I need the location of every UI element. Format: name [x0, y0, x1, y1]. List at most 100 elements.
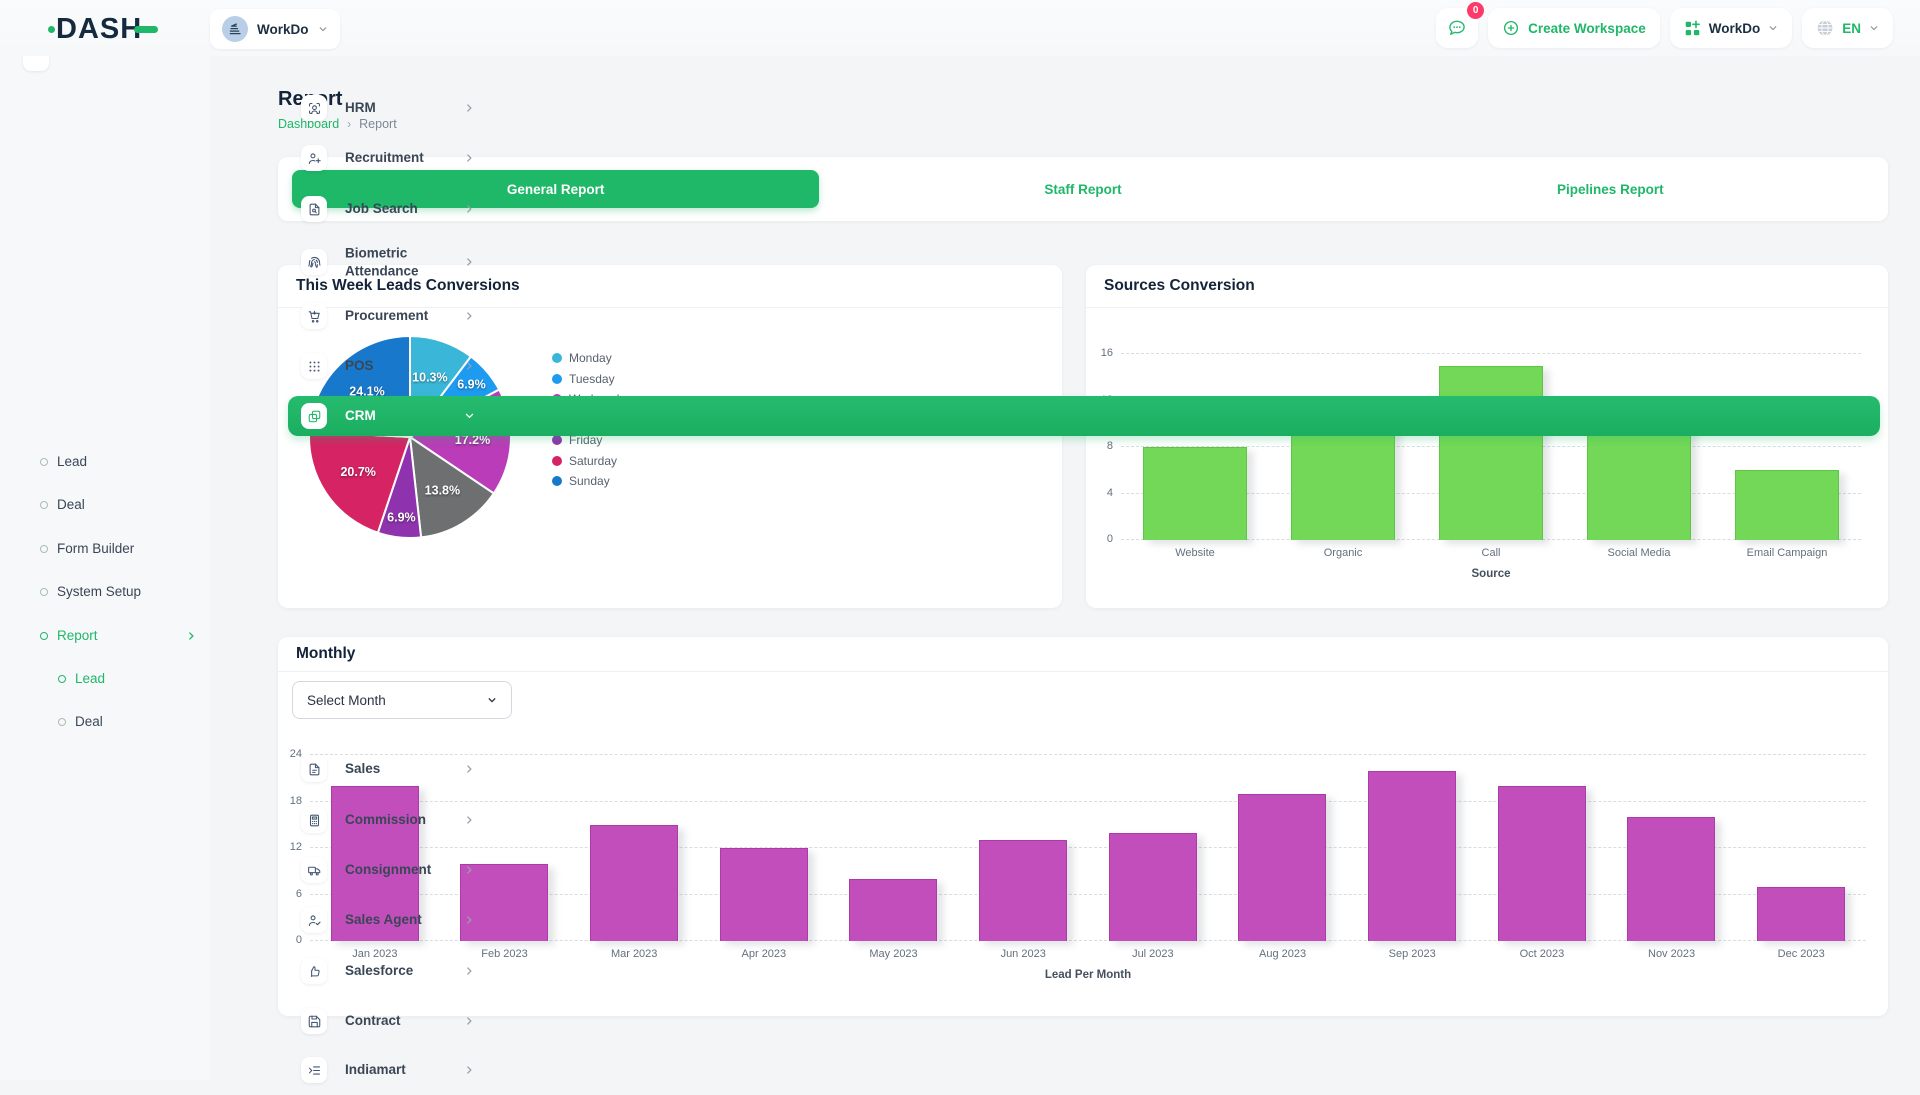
- legend-item-sunday[interactable]: Sunday: [552, 471, 632, 492]
- sources-conversion-card: Sources Conversion 0481216WebsiteOrganic…: [1086, 265, 1888, 608]
- x-tick-label: Oct 2023: [1519, 948, 1565, 960]
- bullet-icon: [40, 458, 48, 466]
- x-tick-label: Nov 2023: [1648, 948, 1696, 960]
- chevron-down-icon: [319, 27, 326, 32]
- pie-slice-value-label: 24.1%: [349, 385, 384, 399]
- sidebar-item-job-search[interactable]: Job Search: [278, 184, 1888, 234]
- bar-jun-2023: [979, 840, 1068, 941]
- biometric-icon: [301, 249, 327, 275]
- bar-apr-2023: [719, 848, 808, 941]
- sidebar-item-deal[interactable]: Deal: [0, 701, 210, 744]
- create-workspace-label: Create Workspace: [1528, 20, 1646, 36]
- legend-item-tuesday[interactable]: Tuesday: [552, 369, 632, 390]
- header: DASH WorkDo 0 Create Workspace: [0, 0, 1920, 56]
- commission-icon: [301, 807, 327, 833]
- pie-slice-value-label: 20.7%: [340, 465, 375, 479]
- chevron-right-icon: [464, 204, 475, 215]
- bullet-icon: [40, 545, 48, 553]
- sidebar-item-label: Sales Agent: [345, 912, 422, 928]
- sidebar-item-label: Job Search: [345, 201, 418, 217]
- language-label: EN: [1842, 20, 1861, 36]
- bar-mar-2023: [590, 824, 679, 941]
- language-button[interactable]: EN: [1802, 8, 1893, 48]
- leads-conversions-card: This Week Leads Conversions 10.3% 6.9% 17.…: [278, 265, 1062, 608]
- x-axis-title: Lead Per Month: [1044, 969, 1132, 981]
- sidebar-item-procurement[interactable]: Procurement: [278, 291, 1888, 341]
- consignment-icon: [301, 857, 327, 883]
- monthly-card: Monthly Select Month 0 6 12 18 24 Jan 2023 Feb…: [278, 637, 1888, 1016]
- x-tick-label: Jun 2023: [1000, 948, 1046, 960]
- legend-item-monday[interactable]: Monday: [552, 348, 632, 369]
- x-tick-label: Feb 2023: [481, 948, 528, 960]
- bar-nov-2023: [1627, 817, 1716, 941]
- sidebar-item-system-setup[interactable]: System Setup: [0, 571, 210, 614]
- salesforce-icon: [301, 958, 327, 984]
- x-tick-label: Mar 2023: [610, 948, 658, 960]
- sources-card-title: Sources Conversion: [1104, 277, 1255, 294]
- sidebar-item-recruitment[interactable]: Recruitment: [278, 133, 1888, 183]
- plot-area: 0 6 12 18 24: [290, 748, 1866, 946]
- contract-icon: [301, 1008, 327, 1034]
- tab-pipelines-report[interactable]: Pipelines Report: [1557, 181, 1664, 197]
- chevron-right-icon: [464, 915, 475, 926]
- gridline: 6: [296, 888, 1866, 900]
- y-tick-label: 12: [289, 841, 302, 853]
- x-axis-labels: Website Organic Call Social Media Email Camp…: [1121, 547, 1861, 559]
- sidebar-item-indiamart[interactable]: Indiamart: [278, 1045, 1888, 1095]
- bar-call: [1439, 365, 1543, 540]
- messages-button[interactable]: 0: [1436, 2, 1485, 48]
- x-tick-label: Social Media: [1607, 547, 1671, 559]
- legend-item-saturday[interactable]: Saturday: [552, 451, 632, 472]
- sidebar-item-lead[interactable]: Lead: [0, 658, 210, 701]
- bullet-icon: [58, 718, 66, 726]
- sidebar-item-pos[interactable]: POS: [278, 341, 1888, 391]
- monthly-bar-chart: 0 6 12 18 24 Jan 2023 Feb 2023 Mar 2023 Apr 2023…: [290, 748, 1866, 981]
- crm-icon: [301, 403, 327, 429]
- x-tick-label: Dec 2023: [1777, 948, 1825, 960]
- sidebar-item-commission[interactable]: Commission: [278, 795, 1888, 845]
- legend-item-friday[interactable]: Friday: [552, 430, 632, 451]
- sidebar-item-form-builder[interactable]: Form Builder: [0, 528, 210, 571]
- bar-website: [1143, 447, 1247, 540]
- workspace-menu-button[interactable]: WorkDo: [1669, 8, 1793, 48]
- breadcrumb-dashboard-link[interactable]: Dashboard: [278, 117, 340, 131]
- sales-icon: [301, 756, 327, 782]
- sidebar-item-contract[interactable]: Contract: [278, 996, 1888, 1046]
- chat-bubble-icon: [1449, 20, 1465, 35]
- legend-dot-icon: [552, 455, 562, 466]
- sidebar-item-sales-agent[interactable]: Sales Agent: [278, 895, 1888, 945]
- bar-email-campaign: [1735, 470, 1839, 540]
- sidebar-item-label: Consignment: [345, 862, 432, 878]
- grid-plus-icon: [1685, 20, 1700, 35]
- sidebar-item-lead[interactable]: Lead: [0, 441, 210, 484]
- legend-label: Monday: [569, 351, 612, 366]
- sidebar-item-consignment[interactable]: Consignment: [278, 845, 1888, 895]
- legend-label: Sunday: [569, 474, 610, 489]
- chevron-right-icon: [464, 865, 475, 876]
- bars: [310, 755, 1866, 941]
- sidebar-item-salesforce[interactable]: Salesforce: [278, 946, 1888, 996]
- app-logo[interactable]: DASH: [48, 13, 159, 46]
- y-tick-label: 16: [1100, 347, 1113, 359]
- pie-slice-thursday[interactable]: [408, 434, 496, 539]
- select-month-dropdown[interactable]: Select Month: [292, 681, 512, 719]
- sidebar-item-sales[interactable]: Sales: [278, 744, 1888, 794]
- sidebar-item-deal[interactable]: Deal: [0, 484, 210, 527]
- pie-slice-saturday[interactable]: [308, 430, 412, 535]
- workspace-chip[interactable]: WorkDo: [210, 9, 340, 49]
- report-tabs: General Report Staff Report Pipelines Re…: [278, 157, 1888, 221]
- tab-general-report[interactable]: General Report: [292, 170, 820, 208]
- breadcrumb: Dashboard › Report: [278, 117, 397, 131]
- tab-staff-report[interactable]: Staff Report: [1044, 181, 1122, 197]
- gridline: 0: [296, 934, 1866, 946]
- sidebar-item-crm[interactable]: CRM: [278, 391, 1888, 441]
- create-workspace-button[interactable]: Create Workspace: [1488, 8, 1660, 48]
- sidebar-item-hrm[interactable]: HRM: [278, 83, 1888, 133]
- sidebar-item-label: Procurement: [345, 308, 429, 324]
- bar-aug-2023: [1238, 793, 1327, 941]
- x-tick-label: Sep 2023: [1388, 948, 1436, 960]
- recruitment-icon: [301, 145, 327, 171]
- leads-card-header: This Week Leads Conversions: [278, 265, 1062, 308]
- sidebar-item-report[interactable]: Report: [0, 615, 210, 658]
- sidebar-item-biometric-attendance[interactable]: Biometric Attendance: [278, 234, 1888, 290]
